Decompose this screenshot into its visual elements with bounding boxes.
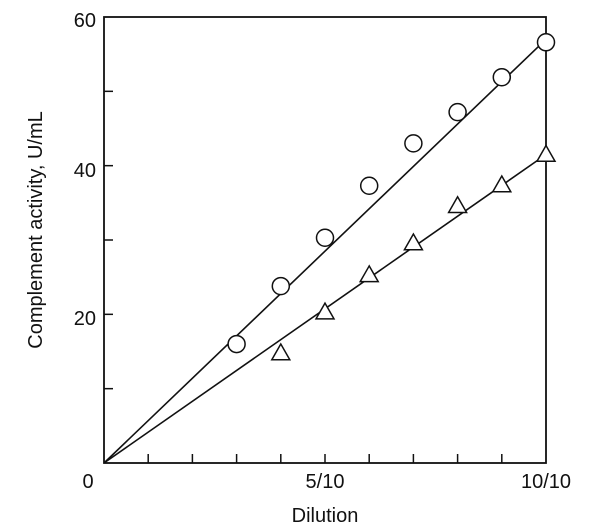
- fit-line-circle: [103, 38, 547, 464]
- triangle-marker-3: [403, 232, 424, 251]
- x-axis-title: Dilution: [292, 505, 359, 527]
- circle-marker-4: [404, 134, 423, 153]
- y-tick-label-60: 60: [74, 10, 96, 32]
- circle-marker-5: [448, 102, 467, 122]
- x-tick-label-10-10: 10/10: [521, 471, 571, 493]
- circle-marker-1: [271, 276, 291, 296]
- circle-marker-0: [227, 334, 246, 354]
- x-tick-label-0: 0: [82, 471, 93, 493]
- x-tick-label-5-10: 5/10: [306, 471, 345, 493]
- circle-marker-6: [492, 67, 512, 87]
- y-tick-label-40: 40: [74, 160, 96, 182]
- circle-marker-2: [315, 228, 335, 248]
- triangle-marker-4: [447, 195, 468, 214]
- circle-marker-3: [359, 176, 379, 195]
- y-axis-title: Complement activity, U/mL: [25, 111, 47, 348]
- axis-ticks: [104, 90, 503, 463]
- triangle-marker-5: [491, 174, 513, 193]
- data-markers: [227, 33, 557, 361]
- triangle-marker-2: [358, 264, 380, 283]
- triangle-marker-1: [314, 301, 336, 320]
- circle-marker-7: [536, 33, 556, 52]
- triangle-marker-0: [270, 342, 292, 361]
- fit-lines: [103, 38, 547, 464]
- y-tick-label-20: 20: [74, 308, 96, 330]
- triangle-marker-6: [535, 144, 557, 163]
